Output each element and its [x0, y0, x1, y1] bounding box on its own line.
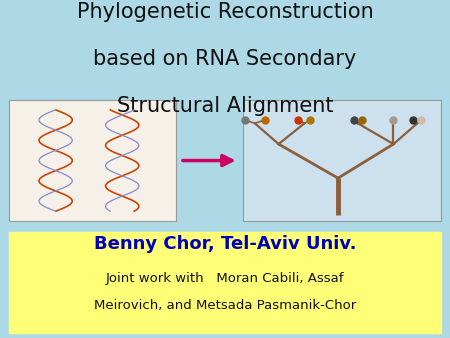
FancyArrowPatch shape: [183, 155, 232, 166]
FancyBboxPatch shape: [9, 100, 176, 221]
Text: Structural Alignment: Structural Alignment: [117, 96, 333, 116]
Text: Meirovich, and Metsada Pasmanik-Chor: Meirovich, and Metsada Pasmanik-Chor: [94, 299, 356, 312]
Text: based on RNA Secondary: based on RNA Secondary: [93, 49, 357, 69]
Text: Joint work with   Moran Cabili, Assaf: Joint work with Moran Cabili, Assaf: [106, 272, 344, 285]
FancyBboxPatch shape: [9, 232, 441, 333]
Text: Phylogenetic Reconstruction: Phylogenetic Reconstruction: [76, 2, 373, 22]
Text: Benny Chor, Tel-Aviv Univ.: Benny Chor, Tel-Aviv Univ.: [94, 235, 356, 253]
FancyBboxPatch shape: [243, 100, 441, 221]
